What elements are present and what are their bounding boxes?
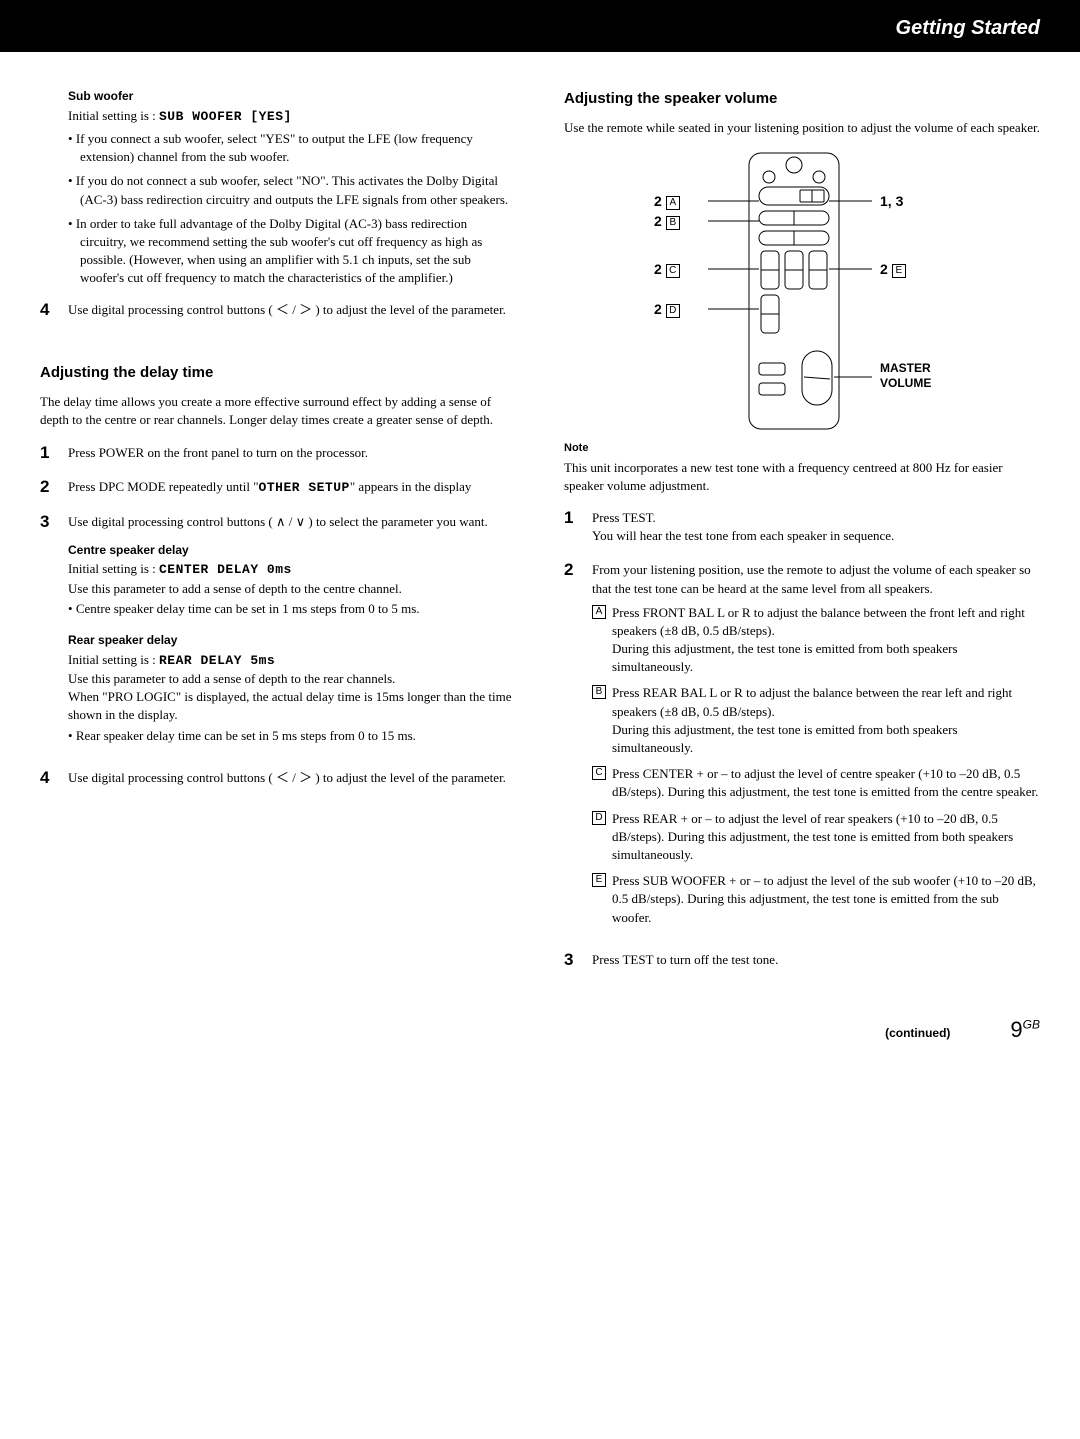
centre-delay-title: Centre speaker delay: [68, 542, 516, 559]
left-column: Sub woofer Initial setting is : SUB WOOF…: [40, 88, 516, 985]
delay-step-1: Press POWER on the front panel to turn o…: [68, 444, 516, 463]
sv-step-2-num: 2: [564, 561, 578, 934]
label-2-c: 2C: [654, 260, 680, 280]
delay-step-2-num: 2: [40, 478, 54, 497]
right-column: Adjusting the speaker volume Use the rem…: [564, 88, 1040, 985]
subwoofer-initial-val: SUB WOOFER [YES]: [159, 109, 292, 124]
letter-b: B Press REAR BAL L or R to adjust the ba…: [612, 684, 1040, 757]
step-number-4a: 4: [40, 301, 54, 320]
delay-step-3: Use digital processing control buttons (…: [68, 513, 516, 531]
delay-step-4: Use digital processing control buttons (…: [68, 769, 516, 788]
subwoofer-bullet-1: If you connect a sub woofer, select "YES…: [80, 130, 516, 166]
rear-initial-pre: Initial setting is :: [68, 652, 159, 667]
letter-a: A Press FRONT BAL L or R to adjust the b…: [612, 604, 1040, 677]
continued-label: (continued): [885, 1025, 950, 1042]
header-title: Getting Started: [896, 17, 1040, 39]
letter-c: C Press CENTER + or – to adjust the leve…: [612, 765, 1040, 801]
subwoofer-title: Sub woofer: [68, 88, 516, 105]
label-2-b: 2B: [654, 212, 680, 232]
footer: (continued) 9GB: [0, 985, 1080, 1062]
sv-step-1-num: 1: [564, 509, 578, 545]
rear-initial-val: REAR DELAY 5ms: [159, 653, 275, 668]
centre-desc: Use this parameter to add a sense of dep…: [68, 580, 516, 598]
sv-step-1: Press TEST. You will hear the test tone …: [592, 509, 1040, 545]
letter-e: E Press SUB WOOFER + or – to adjust the …: [612, 872, 1040, 927]
header-band: Getting Started: [0, 0, 1080, 52]
subwoofer-section: Sub woofer Initial setting is : SUB WOOF…: [68, 88, 516, 287]
centre-initial-pre: Initial setting is :: [68, 561, 159, 576]
sv-step-2: From your listening position, use the re…: [592, 561, 1040, 934]
speaker-volume-intro: Use the remote while seated in your list…: [564, 119, 1040, 137]
page-columns: Sub woofer Initial setting is : SUB WOOF…: [0, 88, 1080, 985]
label-master-volume: MASTER VOLUME: [880, 361, 931, 390]
label-2-e: 2E: [880, 260, 906, 280]
label-2-a: 2A: [654, 192, 680, 212]
rear-bullet: Rear speaker delay time can be set in 5 …: [80, 727, 516, 745]
rear-desc2: When "PRO LOGIC" is displayed, the actua…: [68, 688, 516, 724]
subwoofer-bullet-2: If you do not connect a sub woofer, sele…: [80, 172, 516, 208]
note-title: Note: [564, 441, 1040, 456]
sv-step-3: Press TEST to turn off the test tone.: [592, 951, 1040, 970]
delay-step-2: Press DPC MODE repeatedly until "OTHER S…: [68, 478, 516, 497]
subwoofer-initial-pre: Initial setting is :: [68, 108, 159, 123]
remote-diagram: 2A 2B 2C 2D 1, 3 2E MASTER VOLUME: [654, 151, 974, 431]
speaker-volume-title: Adjusting the speaker volume: [564, 88, 1040, 109]
note-text: This unit incorporates a new test tone w…: [564, 459, 1040, 495]
delay-intro: The delay time allows you create a more …: [40, 393, 516, 429]
subwoofer-bullet-3: In order to take full advantage of the D…: [80, 215, 516, 288]
delay-step-4-num: 4: [40, 769, 54, 788]
letter-d: D Press REAR + or – to adjust the level …: [612, 810, 1040, 865]
centre-bullet: Centre speaker delay time can be set in …: [80, 600, 516, 618]
delay-title: Adjusting the delay time: [40, 362, 516, 383]
sv-step-3-num: 3: [564, 951, 578, 970]
delay-step-1-num: 1: [40, 444, 54, 463]
rear-delay-title: Rear speaker delay: [68, 632, 516, 649]
rear-desc: Use this parameter to add a sense of dep…: [68, 670, 516, 688]
step-4a-body: Use digital processing control buttons (…: [68, 301, 516, 320]
delay-step-3-body: Use digital processing control buttons (…: [68, 513, 516, 752]
delay-step-3-num: 3: [40, 513, 54, 752]
label-1-3: 1, 3: [880, 192, 903, 212]
page-number: 9GB: [1010, 1015, 1040, 1046]
label-2-d: 2D: [654, 300, 680, 320]
centre-initial-val: CENTER DELAY 0ms: [159, 562, 292, 577]
